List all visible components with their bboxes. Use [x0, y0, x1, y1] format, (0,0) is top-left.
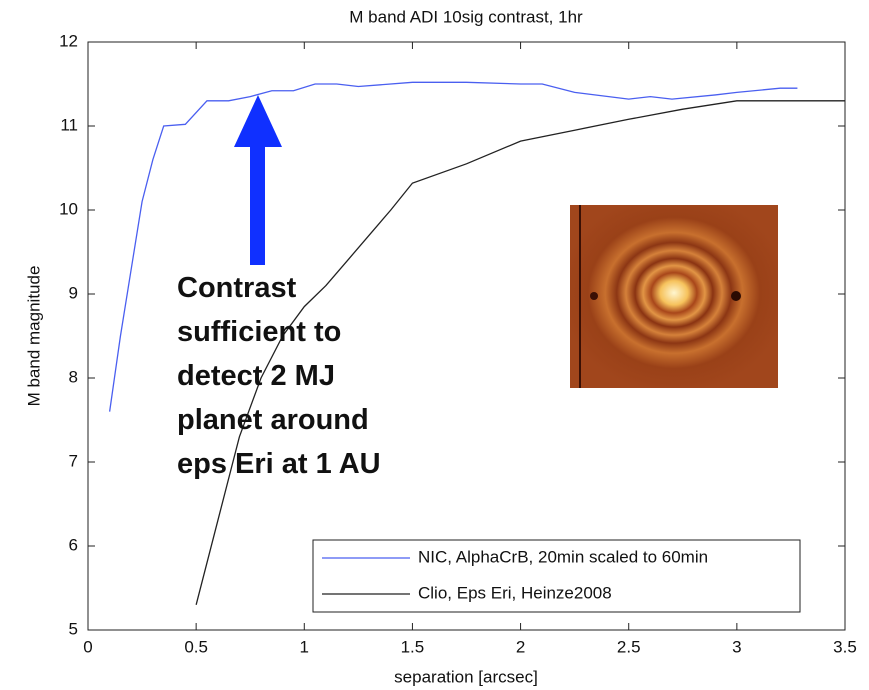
annotation-line: planet around: [177, 404, 369, 436]
annotation-line: eps Eri at 1 AU: [177, 448, 381, 480]
y-tick-label: 8: [69, 367, 78, 386]
y-axis-label: M band magnitude: [24, 266, 43, 407]
chart-title: M band ADI 10sig contrast, 1hr: [349, 7, 583, 26]
legend-label: Clio, Eps Eri, Heinze2008: [418, 583, 612, 602]
y-tick-label: 10: [59, 199, 78, 218]
x-axis-label: separation [arcsec]: [394, 667, 538, 686]
y-tick-label: 9: [69, 283, 78, 302]
x-tick-label: 0: [83, 637, 92, 656]
y-tick-label: 11: [60, 115, 78, 134]
y-tick-label: 5: [69, 619, 78, 638]
x-tick-label: 2.5: [617, 637, 641, 656]
annotation: Contrast sufficient to detect 2 MJ planet a…: [177, 272, 381, 480]
y-tick-label: 6: [69, 535, 78, 554]
page: M band ADI 10sig contrast, 1hr separatio…: [0, 0, 869, 690]
y-tick-label: 12: [59, 31, 78, 50]
x-tick-label: 2: [516, 637, 525, 656]
legend: NIC, AlphaCrB, 20min scaled to 60min Clio…: [313, 540, 800, 612]
x-tick-label: 1: [300, 637, 309, 656]
x-tick-label: 3: [732, 637, 741, 656]
annotation-line: sufficient to: [177, 316, 341, 348]
x-tick-label: 1.5: [401, 637, 425, 656]
chart: M band ADI 10sig contrast, 1hr separatio…: [0, 0, 869, 690]
x-tick-label: 3.5: [833, 637, 857, 656]
x-tick-label: 0.5: [184, 637, 208, 656]
annotation-line: Contrast: [177, 272, 297, 304]
inset-image: [570, 205, 778, 388]
y-tick-label: 7: [69, 451, 78, 470]
annotation-line: detect 2 MJ: [177, 360, 335, 392]
arrow: [234, 95, 282, 265]
legend-label: NIC, AlphaCrB, 20min scaled to 60min: [418, 547, 708, 566]
